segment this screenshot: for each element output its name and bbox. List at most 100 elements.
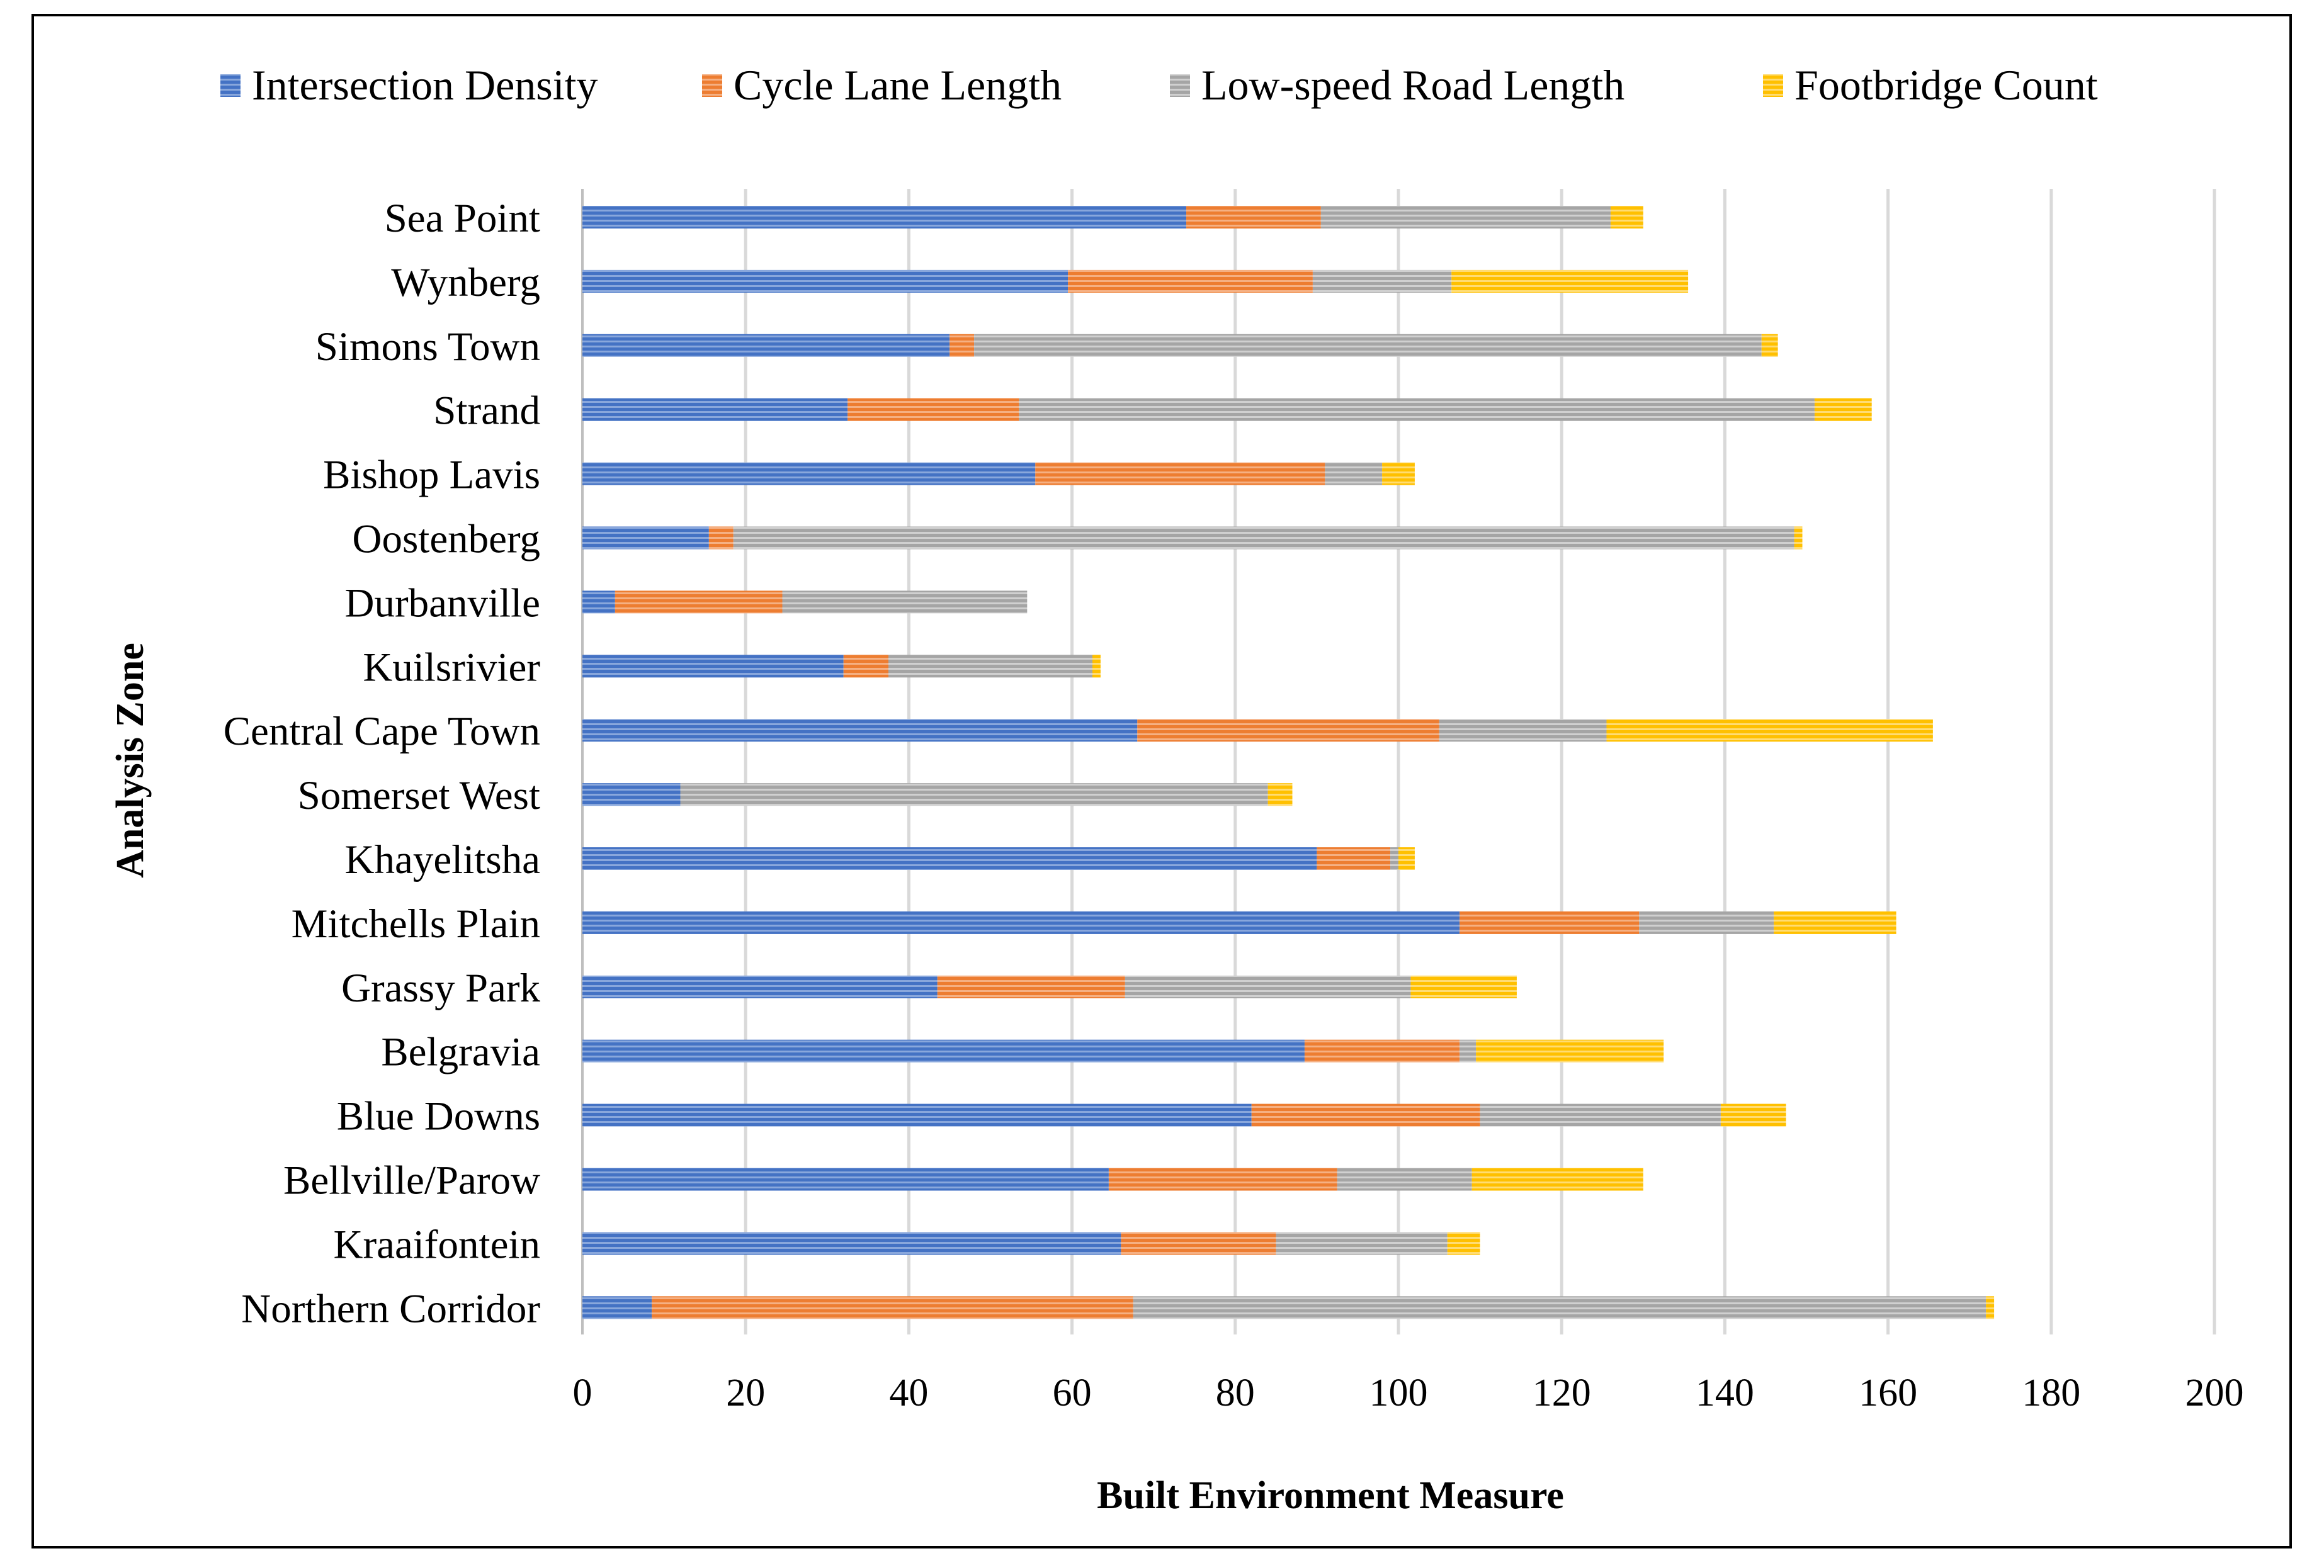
legend-swatch [1763,74,1783,97]
x-tick-label: 160 [1859,1372,1917,1414]
category-label: Simons Town [315,324,540,369]
bar-cycle-lane-length [847,398,1019,421]
chart-frame [31,14,2292,1548]
bar-intersection-density [582,911,1460,934]
bar-footbridge-count [1761,334,1778,357]
bar-footbridge-count [1476,1039,1664,1063]
bar-low-speed-road-length [782,590,1028,614]
bar-low-speed-road-length [733,526,1794,550]
bar-low-speed-road-length [974,334,1762,357]
bar-cycle-lane-length [1108,1168,1337,1191]
bar-intersection-density [582,975,938,998]
category-label: Bellville/Parow [283,1158,540,1204]
bar-intersection-density [582,783,681,806]
x-tick-label: 100 [1369,1372,1428,1414]
category-label: Durbanville [345,580,540,626]
x-axis-title: Built Environment Measure [1097,1474,1564,1517]
bar-cycle-lane-length [1317,847,1391,870]
x-tick-label: 40 [889,1372,928,1414]
bar-intersection-density [582,1232,1121,1255]
category-label: Belgravia [381,1030,540,1075]
bar-footbridge-count [1471,1168,1643,1191]
category-label: Central Cape Town [224,709,540,754]
category-label: Bishop Lavis [323,453,540,498]
bar-low-speed-road-length [1276,1232,1448,1255]
bar-footbridge-count [1794,526,1803,550]
category-label: Sea Point [385,196,540,241]
bar-low-speed-road-length [1390,847,1398,870]
bar-footbridge-count [1398,847,1415,870]
bar-footbridge-count [1720,1103,1786,1127]
x-tick-label: 180 [2022,1372,2080,1414]
bar-low-speed-road-length [1337,1168,1472,1191]
category-label: Wynberg [391,260,540,305]
bar-footbridge-count [1410,975,1517,998]
bar-cycle-lane-length [949,334,975,357]
gridlines [581,189,2216,1334]
bar-intersection-density [582,334,950,357]
x-tick-label: 200 [2185,1372,2244,1414]
bar-low-speed-road-length [1639,911,1774,934]
bar-intersection-density [582,526,709,550]
category-label: Kraaifontein [334,1222,540,1267]
bar-intersection-density [582,1039,1305,1063]
bar-footbridge-count [1451,269,1689,293]
category-label: Khayelitsha [345,837,540,883]
bar-low-speed-road-length [1320,206,1611,228]
bar-cycle-lane-length [1137,719,1439,742]
x-tick-label: 20 [726,1372,765,1414]
bar-low-speed-road-length [1019,398,1815,421]
bar-footbridge-count [1092,655,1101,678]
legend-swatch [1170,74,1190,97]
bar-intersection-density [582,206,1187,228]
x-tick-label: 0 [573,1372,592,1414]
bar-intersection-density [582,1103,1252,1127]
bar-cycle-lane-length [1068,269,1313,293]
bar-footbridge-count [1610,206,1643,228]
category-label: Somerset West [298,773,540,818]
bar-intersection-density [582,655,844,678]
category-label: Oostenberg [353,517,540,562]
x-tick-label: 140 [1696,1372,1754,1414]
x-tick-label: 60 [1053,1372,1092,1414]
bar-low-speed-road-length [1133,1296,1987,1319]
legend-label: Intersection Density [252,61,598,109]
bar-cycle-lane-length [708,526,734,550]
bar-cycle-lane-length [1186,206,1321,228]
bar-footbridge-count [1382,462,1415,485]
bar-footbridge-count [1774,911,1896,934]
bar-low-speed-road-length [1125,975,1411,998]
bar-intersection-density [582,590,615,614]
legend-swatch [702,74,722,97]
bar-cycle-lane-length [1251,1103,1480,1127]
bar-cycle-lane-length [1121,1232,1276,1255]
bar-low-speed-road-length [888,655,1092,678]
x-tick-label: 120 [1533,1372,1591,1414]
bar-cycle-lane-length [937,975,1125,998]
y-axis-title: Analysis Zone [109,643,152,878]
category-label: Grassy Park [341,966,540,1011]
bar-low-speed-road-length [1480,1103,1721,1127]
legend: Intersection Density Cycle Lane Length Low… [220,61,2098,109]
bar-cycle-lane-length [1035,462,1325,485]
category-label: Kuilsrivier [363,645,540,690]
bar-low-speed-road-length [1439,719,1607,742]
bars [582,206,1995,1319]
bar-intersection-density [582,719,1138,742]
bar-cycle-lane-length [615,590,783,614]
bar-intersection-density [582,1168,1109,1191]
bar-cycle-lane-length [1304,1039,1460,1063]
bar-footbridge-count [1814,398,1872,421]
bar-footbridge-count [1986,1296,1995,1319]
bar-cycle-lane-length [1460,911,1640,934]
bar-footbridge-count [1606,719,1933,742]
category-label: Blue Downs [337,1094,540,1139]
category-label: Northern Corridor [241,1286,540,1331]
x-tick-labels: 0 20 40 60 80 100 120 140 160 180 200 [573,1372,2244,1414]
bar-low-speed-road-length [1460,1039,1477,1063]
bar-low-speed-road-length [1325,462,1383,485]
bar-low-speed-road-length [680,783,1268,806]
bar-intersection-density [582,398,848,421]
bar-intersection-density [582,1296,652,1319]
